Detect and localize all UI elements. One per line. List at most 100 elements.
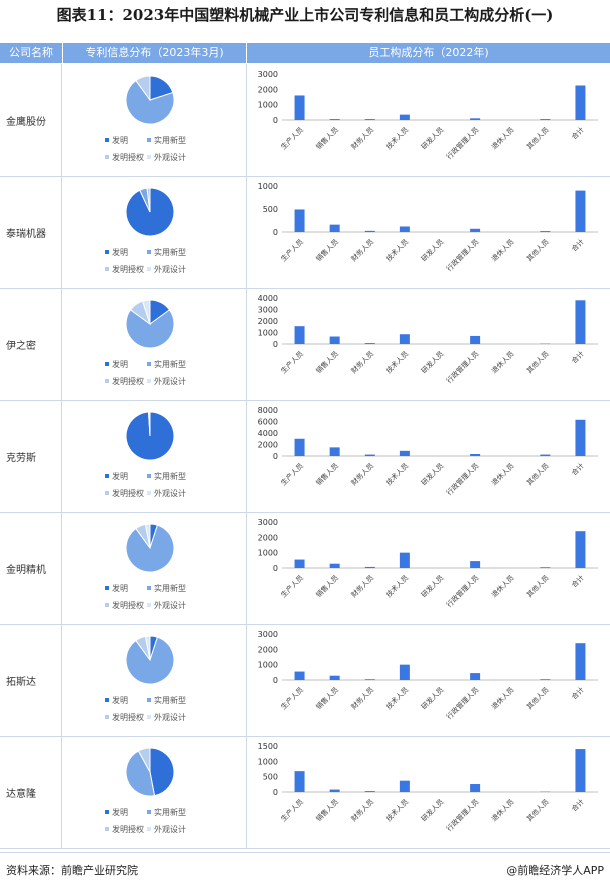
table-row: 克劳斯 发明 实用新型 发明授权 外观设计 0 2000 4000 6000 8000 生产人员 销售… (0, 400, 610, 513)
bar (575, 419, 586, 456)
staff-bar-chart: 0 2000 4000 6000 8000 生产人员 销售人员 财务人员 技术人员 研发人员 行政管… (246, 400, 610, 512)
legend-marker (105, 267, 109, 271)
legend-marker (105, 827, 109, 831)
x-tick-label: 技术人员 (384, 125, 410, 151)
x-tick-label: 研发人员 (419, 461, 445, 487)
bar (470, 784, 481, 792)
staff-bar-chart: 0 500 1000 1500 生产人员 销售人员 财务人员 技术人员 研发人员 行政管理人员 退休… (246, 736, 610, 848)
table-row: 金鹰股份 发明 实用新型 发明授权 外观设计 0 1000 2000 3000 生产人员 销售人员财… (0, 64, 610, 177)
header-company: 公司名称 (0, 43, 62, 63)
bar (399, 334, 410, 344)
x-tick-label: 研发人员 (419, 685, 445, 711)
bar (364, 119, 375, 120)
legend-label: 外观设计 (154, 376, 186, 386)
bar (470, 561, 481, 568)
y-tick-label: 2000 (258, 441, 278, 450)
header-staff: 员工构成分布（2022年) (247, 43, 610, 63)
x-tick-label: 退休人员 (489, 125, 515, 151)
bar (540, 567, 551, 568)
bar (470, 673, 481, 680)
x-tick-label: 行政管理人员 (444, 237, 480, 273)
legend-label: 发明 (112, 359, 128, 369)
legend-label: 发明 (112, 471, 128, 481)
x-tick-label: 其他人员 (525, 461, 551, 487)
bar (329, 563, 340, 568)
legend-marker (105, 603, 109, 607)
legend-marker (147, 155, 151, 159)
legend-marker (105, 491, 109, 495)
x-tick-label: 其他人员 (525, 125, 551, 151)
company-name: 伊之密 (0, 288, 62, 400)
y-tick-label: 0 (273, 788, 278, 797)
y-tick-label: 500 (263, 773, 278, 782)
company-name: 拓斯达 (0, 624, 62, 736)
patent-pie-chart: 发明 实用新型 发明授权 外观设计 (62, 736, 247, 848)
company-name: 克劳斯 (0, 400, 62, 512)
table-row: 金明精机 发明 实用新型 发明授权 外观设计 0 1000 2000 3000 生产人员 销售人员财… (0, 512, 610, 625)
patent-pie-chart: 发明 实用新型 发明授权 外观设计 (62, 400, 247, 512)
x-tick-label: 合计 (570, 573, 586, 589)
legend-marker (105, 474, 109, 478)
bar (575, 190, 586, 232)
chart-title: 图表11：2023年中国塑料机械产业上市公司专利信息和员工构成分析(一) (56, 6, 554, 24)
bar (294, 559, 305, 568)
x-tick-label: 销售人员 (314, 573, 340, 599)
bar (399, 664, 410, 680)
bar (329, 447, 340, 456)
legend-marker (147, 379, 151, 383)
bar (399, 552, 410, 568)
patent-pie-chart: 发明 实用新型 发明授权 外观设计 (62, 288, 247, 400)
bar (329, 675, 340, 680)
table-row: 达意隆 发明 实用新型 发明授权 外观设计 0 500 1000 1500 生产人员 销售人员 财务人… (0, 736, 610, 849)
x-tick-label: 技术人员 (384, 685, 410, 711)
legend-marker (147, 250, 151, 254)
pie-slice (125, 636, 175, 685)
legend-label: 发明授权 (112, 600, 144, 610)
x-tick-label: 财务人员 (349, 461, 375, 487)
legend-label: 外观设计 (154, 264, 186, 274)
x-tick-label: 行政管理人员 (444, 685, 480, 721)
bar (364, 791, 375, 792)
y-tick-label: 0 (273, 116, 278, 125)
legend-label: 外观设计 (154, 600, 186, 610)
x-tick-label: 销售人员 (314, 349, 340, 375)
pie-slice (125, 524, 175, 573)
bar (399, 450, 410, 456)
legend-marker (147, 810, 151, 814)
patent-pie-chart: 发明 实用新型 发明授权 外观设计 (62, 512, 247, 624)
x-tick-label: 退休人员 (489, 349, 515, 375)
x-tick-label: 行政管理人员 (444, 349, 480, 385)
patent-pie-chart: 发明 实用新型 发明授权 外观设计 (62, 64, 247, 176)
y-tick-label: 1000 (258, 329, 278, 338)
x-tick-label: 财务人员 (349, 125, 375, 151)
y-tick-label: 0 (273, 452, 278, 461)
bar (540, 119, 551, 120)
bar (364, 566, 375, 568)
x-tick-label: 研发人员 (419, 125, 445, 151)
bar (470, 228, 481, 232)
table-row: 拓斯达 发明 实用新型 发明授权 外观设计 0 1000 2000 3000 生产人员 销售人员 财务… (0, 624, 610, 737)
x-tick-label: 退休人员 (489, 461, 515, 487)
bar (329, 336, 340, 344)
patent-pie-chart: 发明 实用新型 发明授权 外观设计 (62, 624, 247, 736)
x-tick-label: 其他人员 (525, 797, 551, 823)
bar (540, 231, 551, 232)
legend-marker (147, 698, 151, 702)
legend-marker (147, 491, 151, 495)
staff-bar-chart: 0 1000 2000 3000 生产人员 销售人员 财务人员 技术人员 研发人员 行政管理人员退… (246, 64, 610, 176)
legend-marker (105, 362, 109, 366)
y-tick-label: 0 (273, 676, 278, 685)
pie-slice (137, 747, 151, 773)
y-tick-label: 6000 (258, 418, 278, 427)
x-tick-label: 生产人员 (279, 573, 305, 599)
pie-slice (141, 299, 151, 325)
legend-marker (105, 715, 109, 719)
x-tick-label: 财务人员 (349, 797, 375, 823)
x-tick-label: 生产人员 (279, 685, 305, 711)
legend-label: 实用新型 (154, 807, 186, 817)
y-tick-label: 0 (273, 564, 278, 573)
x-tick-label: 生产人员 (279, 125, 305, 151)
bar (575, 300, 586, 344)
bar (329, 224, 340, 232)
x-tick-label: 技术人员 (384, 237, 410, 263)
